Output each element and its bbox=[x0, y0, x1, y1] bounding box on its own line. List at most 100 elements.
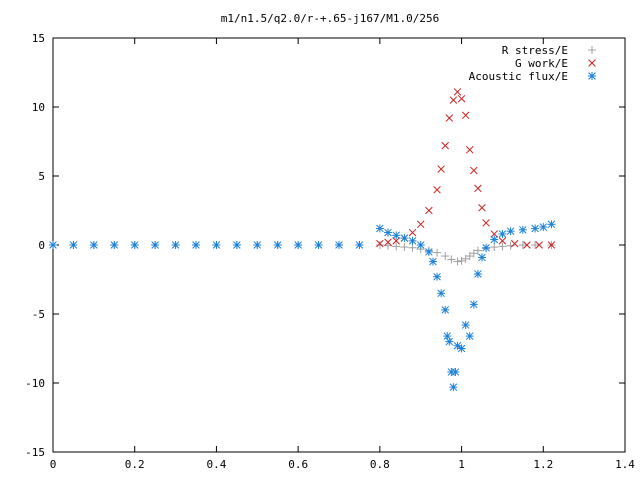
x-tick-label: 0.2 bbox=[125, 458, 145, 471]
legend-label-r-stress-e: R stress/E bbox=[502, 44, 568, 57]
point-r-stress-e bbox=[375, 241, 384, 249]
point-acoustic-flux-e bbox=[424, 247, 433, 256]
point-r-stress-e bbox=[453, 257, 462, 266]
point-g-work-e bbox=[384, 238, 392, 246]
legend-marker-g-work-e bbox=[588, 59, 596, 67]
point-g-work-e bbox=[425, 206, 433, 215]
point-acoustic-flux-e bbox=[69, 241, 78, 249]
point-r-stress-e bbox=[498, 242, 507, 251]
point-g-work-e bbox=[453, 88, 462, 96]
point-g-work-e bbox=[482, 219, 490, 227]
point-acoustic-flux-e bbox=[232, 241, 241, 249]
point-r-stress-e bbox=[384, 241, 393, 250]
point-acoustic-flux-e bbox=[539, 223, 548, 232]
point-r-stress-e bbox=[457, 256, 466, 265]
point-acoustic-flux-e bbox=[518, 225, 527, 234]
point-g-work-e bbox=[408, 228, 417, 237]
point-r-stress-e bbox=[465, 252, 474, 261]
point-acoustic-flux-e bbox=[461, 321, 470, 330]
point-r-stress-e bbox=[392, 242, 401, 251]
point-acoustic-flux-e bbox=[473, 269, 482, 278]
point-g-work-e bbox=[457, 94, 466, 103]
point-r-stress-e bbox=[490, 243, 499, 252]
point-acoustic-flux-e bbox=[392, 231, 401, 240]
point-r-stress-e bbox=[408, 243, 417, 252]
point-acoustic-flux-e bbox=[451, 367, 460, 376]
chart-title: m1/n1.5/q2.0/r-+.65-j167/M1.0/256 bbox=[221, 12, 440, 25]
x-tick-label: 1.2 bbox=[533, 458, 553, 471]
point-acoustic-flux-e bbox=[314, 241, 323, 249]
point-acoustic-flux-e bbox=[437, 289, 446, 298]
point-r-stress-e bbox=[461, 254, 470, 263]
point-g-work-e bbox=[478, 203, 486, 212]
point-r-stress-e bbox=[473, 246, 482, 255]
point-g-work-e bbox=[470, 166, 478, 175]
point-acoustic-flux-e bbox=[151, 241, 160, 249]
point-acoustic-flux-e bbox=[478, 253, 486, 262]
point-acoustic-flux-e bbox=[547, 220, 556, 229]
point-g-work-e bbox=[510, 239, 519, 248]
x-tick-label: 1 bbox=[458, 458, 465, 471]
point-acoustic-flux-e bbox=[375, 224, 384, 233]
point-acoustic-flux-e bbox=[49, 241, 57, 249]
x-tick-label: 0.8 bbox=[370, 458, 390, 471]
point-g-work-e bbox=[433, 186, 441, 194]
point-acoustic-flux-e bbox=[212, 241, 221, 249]
point-g-work-e bbox=[416, 220, 425, 229]
point-r-stress-e bbox=[433, 248, 442, 257]
point-r-stress-e bbox=[531, 241, 540, 249]
legend-label-acoustic-flux-e: Acoustic flux/E bbox=[469, 70, 568, 83]
point-g-work-e bbox=[547, 241, 556, 249]
point-acoustic-flux-e bbox=[294, 241, 303, 249]
y-tick-label: 5 bbox=[38, 170, 45, 183]
data-marks bbox=[49, 88, 556, 392]
x-tick-label: 0.4 bbox=[206, 458, 226, 471]
point-acoustic-flux-e bbox=[384, 228, 393, 237]
point-acoustic-flux-e bbox=[416, 241, 425, 249]
point-acoustic-flux-e bbox=[490, 235, 499, 244]
point-acoustic-flux-e bbox=[130, 241, 139, 249]
point-acoustic-flux-e bbox=[506, 227, 515, 236]
point-acoustic-flux-e bbox=[408, 236, 417, 245]
point-g-work-e bbox=[498, 237, 507, 245]
y-tick-label: 10 bbox=[32, 101, 45, 114]
point-acoustic-flux-e bbox=[469, 300, 478, 309]
axis-ticks: 0 0.2 0.4 0.6 0.8 1 1.2 1.4 15 10 5 0 -5 -10 -15 bbox=[25, 32, 635, 471]
point-g-work-e bbox=[441, 141, 449, 150]
y-tick-label: 0 bbox=[38, 239, 45, 252]
point-acoustic-flux-e bbox=[441, 305, 450, 314]
point-acoustic-flux-e bbox=[531, 224, 540, 233]
point-g-work-e bbox=[474, 184, 482, 193]
point-acoustic-flux-e bbox=[457, 344, 466, 353]
point-acoustic-flux-e bbox=[273, 241, 282, 249]
legend-marker-acoustic-flux-e bbox=[588, 72, 596, 80]
x-tick-label: 0 bbox=[50, 458, 57, 471]
point-acoustic-flux-e bbox=[428, 257, 437, 266]
point-acoustic-flux-e bbox=[89, 241, 98, 249]
point-acoustic-flux-e bbox=[355, 241, 364, 249]
point-acoustic-flux-e bbox=[482, 243, 491, 252]
point-r-stress-e bbox=[441, 252, 450, 261]
point-acoustic-flux-e bbox=[465, 332, 474, 341]
point-acoustic-flux-e bbox=[335, 241, 343, 249]
point-acoustic-flux-e bbox=[171, 241, 180, 249]
point-g-work-e bbox=[392, 237, 400, 245]
point-g-work-e bbox=[535, 241, 543, 249]
point-g-work-e bbox=[461, 111, 470, 120]
point-g-work-e bbox=[376, 239, 384, 248]
point-r-stress-e bbox=[518, 241, 527, 249]
point-acoustic-flux-e bbox=[433, 272, 442, 281]
point-g-work-e bbox=[437, 165, 445, 173]
point-acoustic-flux-e bbox=[400, 234, 409, 243]
point-r-stress-e bbox=[400, 243, 409, 252]
point-g-work-e bbox=[449, 96, 458, 104]
point-acoustic-flux-e bbox=[110, 241, 119, 249]
y-tick-label: 15 bbox=[32, 32, 45, 45]
y-tick-label: -5 bbox=[32, 308, 45, 321]
y-tick-label: -10 bbox=[25, 377, 45, 390]
legend-marker-r-stress-e bbox=[588, 46, 596, 54]
x-tick-label: 0.6 bbox=[288, 458, 308, 471]
point-acoustic-flux-e bbox=[449, 383, 458, 392]
point-acoustic-flux-e bbox=[498, 229, 507, 238]
